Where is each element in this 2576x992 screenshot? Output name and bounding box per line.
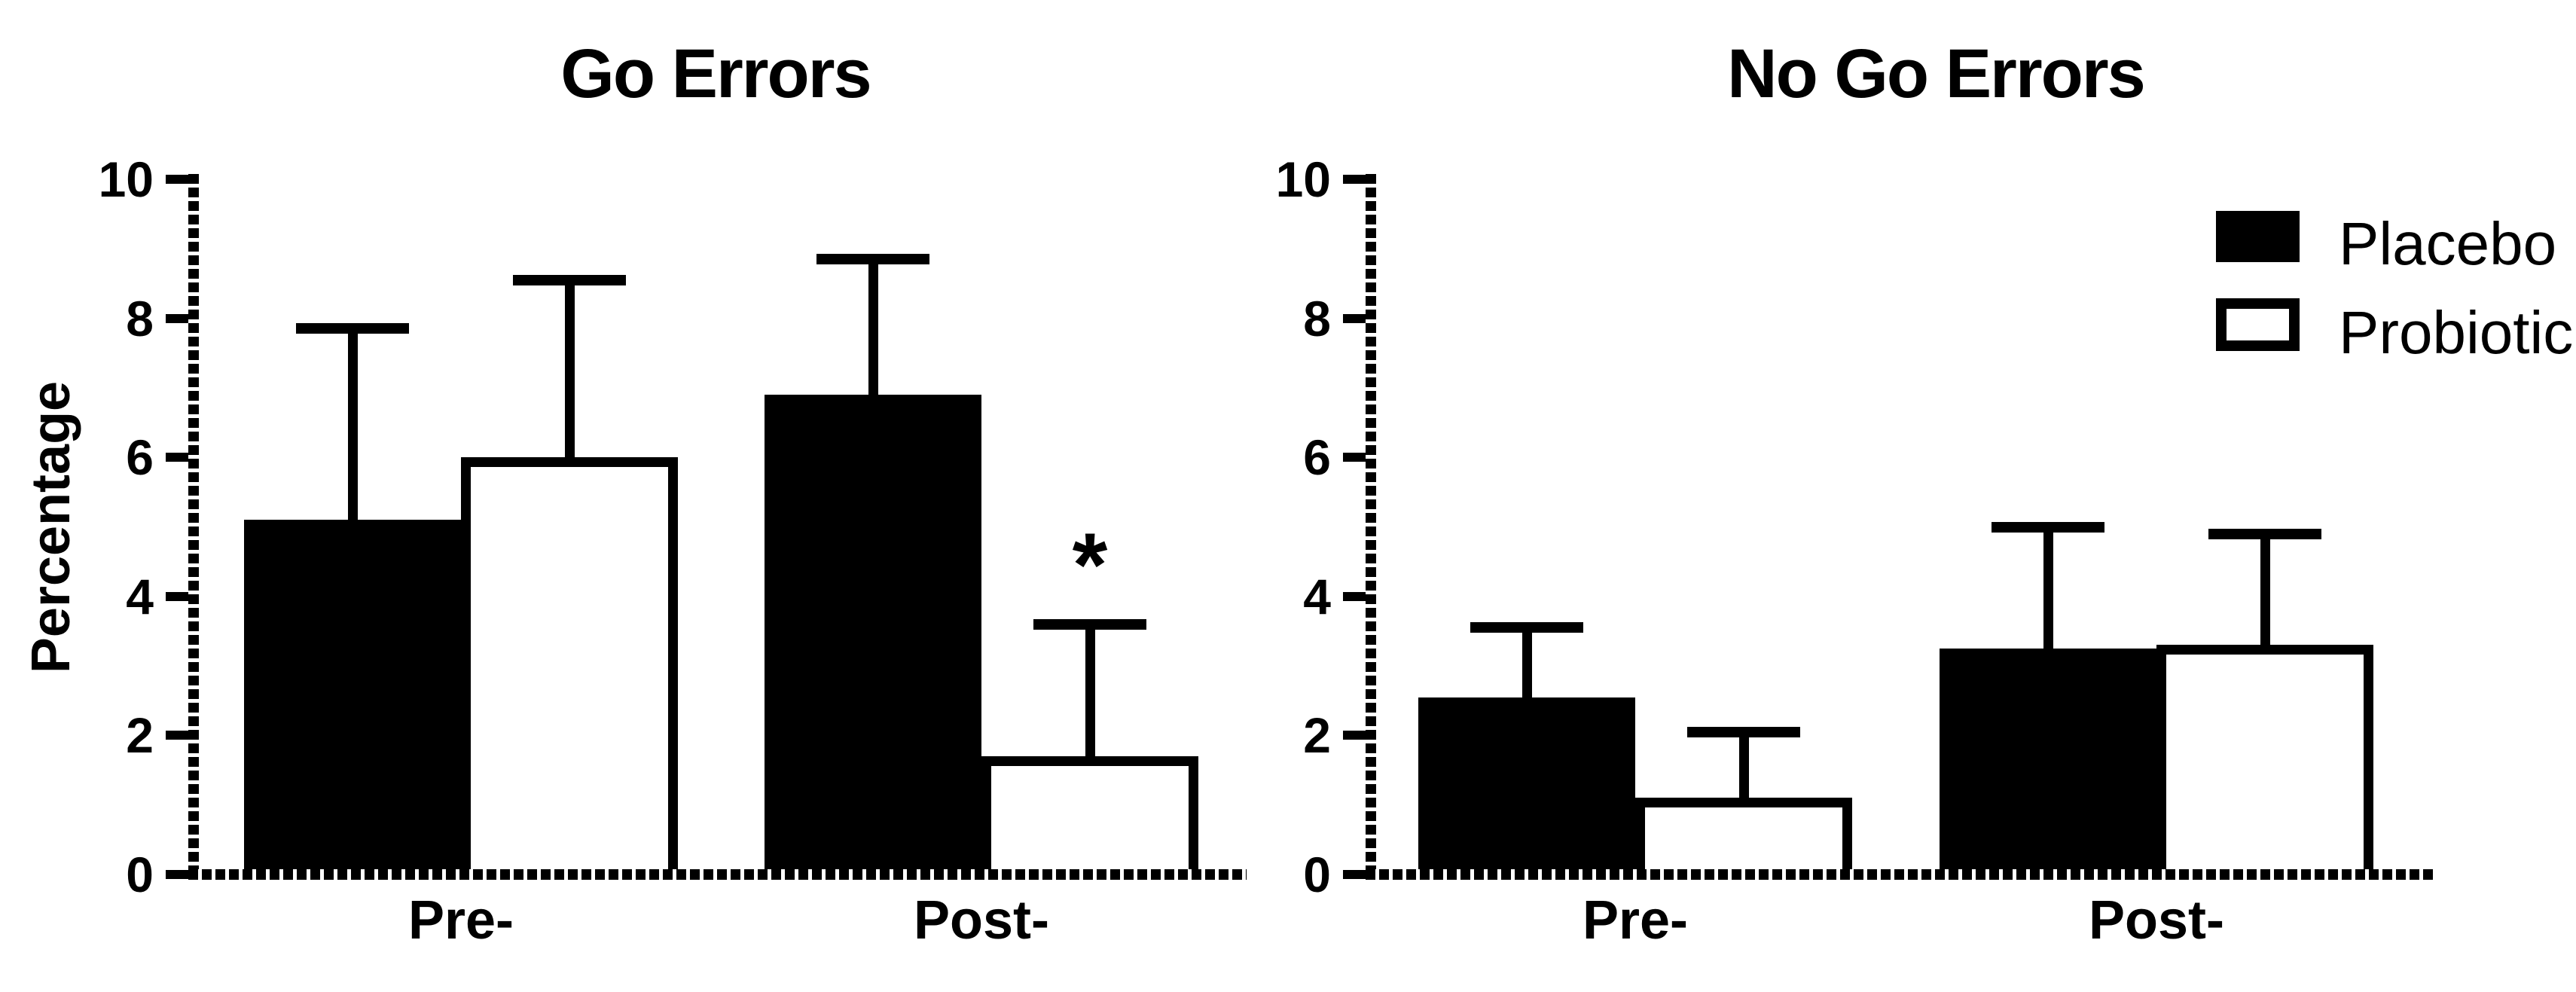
y-tick-label: 2 bbox=[1303, 707, 1331, 764]
y-tick-label: 10 bbox=[1275, 151, 1331, 207]
x-category-label: Pre- bbox=[407, 890, 514, 951]
no-go-errors-title: No Go Errors bbox=[1727, 35, 2146, 112]
legend-label-placebo: Placebo bbox=[2339, 210, 2557, 277]
x-category-label: Post- bbox=[2089, 890, 2224, 951]
y-axis-tick bbox=[1343, 731, 1366, 740]
x-category-label: Pre- bbox=[1582, 890, 1689, 951]
bar-placebo-pre bbox=[244, 520, 461, 880]
y-axis-spine bbox=[188, 174, 199, 880]
x-category-label: Post- bbox=[914, 890, 1049, 951]
bar-probiotic-pre bbox=[461, 457, 678, 880]
error-bar-cap bbox=[1992, 521, 2104, 533]
y-axis-tick bbox=[166, 313, 188, 323]
bar-placebo-post bbox=[1940, 649, 2156, 880]
x-axis-baseline bbox=[1366, 869, 2437, 880]
bar-placebo-pre bbox=[1418, 697, 1635, 880]
y-axis-label: Percentage bbox=[21, 380, 81, 674]
error-bar-line bbox=[1085, 624, 1095, 765]
y-tick-label: 10 bbox=[98, 151, 154, 207]
y-axis-tick bbox=[1343, 313, 1366, 323]
error-bar-cap bbox=[816, 254, 929, 265]
error-bar-line bbox=[868, 259, 878, 403]
error-bar-cap bbox=[1033, 618, 1146, 630]
y-tick-label: 4 bbox=[1303, 568, 1331, 624]
error-bar-cap bbox=[2208, 528, 2321, 539]
go-errors-title: Go Errors bbox=[560, 35, 871, 112]
bar-probiotic-pre bbox=[1635, 798, 1852, 880]
y-axis-tick bbox=[166, 591, 188, 601]
y-tick-label: 0 bbox=[1303, 847, 1331, 902]
y-axis-tick bbox=[166, 731, 188, 740]
y-axis-tick bbox=[166, 870, 188, 879]
legend-label-probiotic: Probiotic bbox=[2339, 299, 2574, 366]
error-bar-line bbox=[2043, 527, 2053, 657]
error-bar-line bbox=[348, 328, 358, 528]
y-tick-label: 6 bbox=[1303, 429, 1331, 486]
y-axis-tick bbox=[1343, 591, 1366, 601]
y-axis-spine bbox=[1366, 174, 1376, 880]
y-tick-label: 8 bbox=[126, 290, 154, 346]
y-axis-tick bbox=[1343, 175, 1366, 184]
significance-asterisk: * bbox=[1072, 514, 1108, 615]
error-bar-cap bbox=[513, 274, 626, 285]
y-tick-label: 6 bbox=[126, 429, 154, 486]
error-bar-line bbox=[1522, 627, 1532, 705]
y-tick-label: 2 bbox=[126, 707, 154, 764]
y-axis-tick bbox=[166, 453, 188, 462]
y-tick-label: 4 bbox=[126, 568, 154, 624]
y-axis-tick bbox=[166, 175, 188, 184]
bar-probiotic-post bbox=[2156, 645, 2373, 880]
error-bar-line bbox=[565, 279, 575, 465]
legend-swatch-probiotic bbox=[2216, 298, 2300, 351]
error-bar-cap bbox=[1687, 726, 1800, 737]
legend-swatch-placebo bbox=[2216, 211, 2300, 262]
y-axis-tick bbox=[1343, 453, 1366, 462]
y-tick-label: 8 bbox=[1303, 290, 1331, 346]
x-axis-baseline bbox=[188, 869, 1247, 880]
y-tick-label: 0 bbox=[126, 847, 154, 902]
y-axis-tick bbox=[1343, 870, 1366, 879]
error-bar-cap bbox=[296, 323, 409, 334]
bar-probiotic-post bbox=[981, 756, 1198, 880]
error-bar-line bbox=[2260, 533, 2270, 653]
error-bar-cap bbox=[1470, 622, 1583, 633]
bar-placebo-post bbox=[765, 395, 981, 880]
error-bar-line bbox=[1739, 731, 1749, 806]
